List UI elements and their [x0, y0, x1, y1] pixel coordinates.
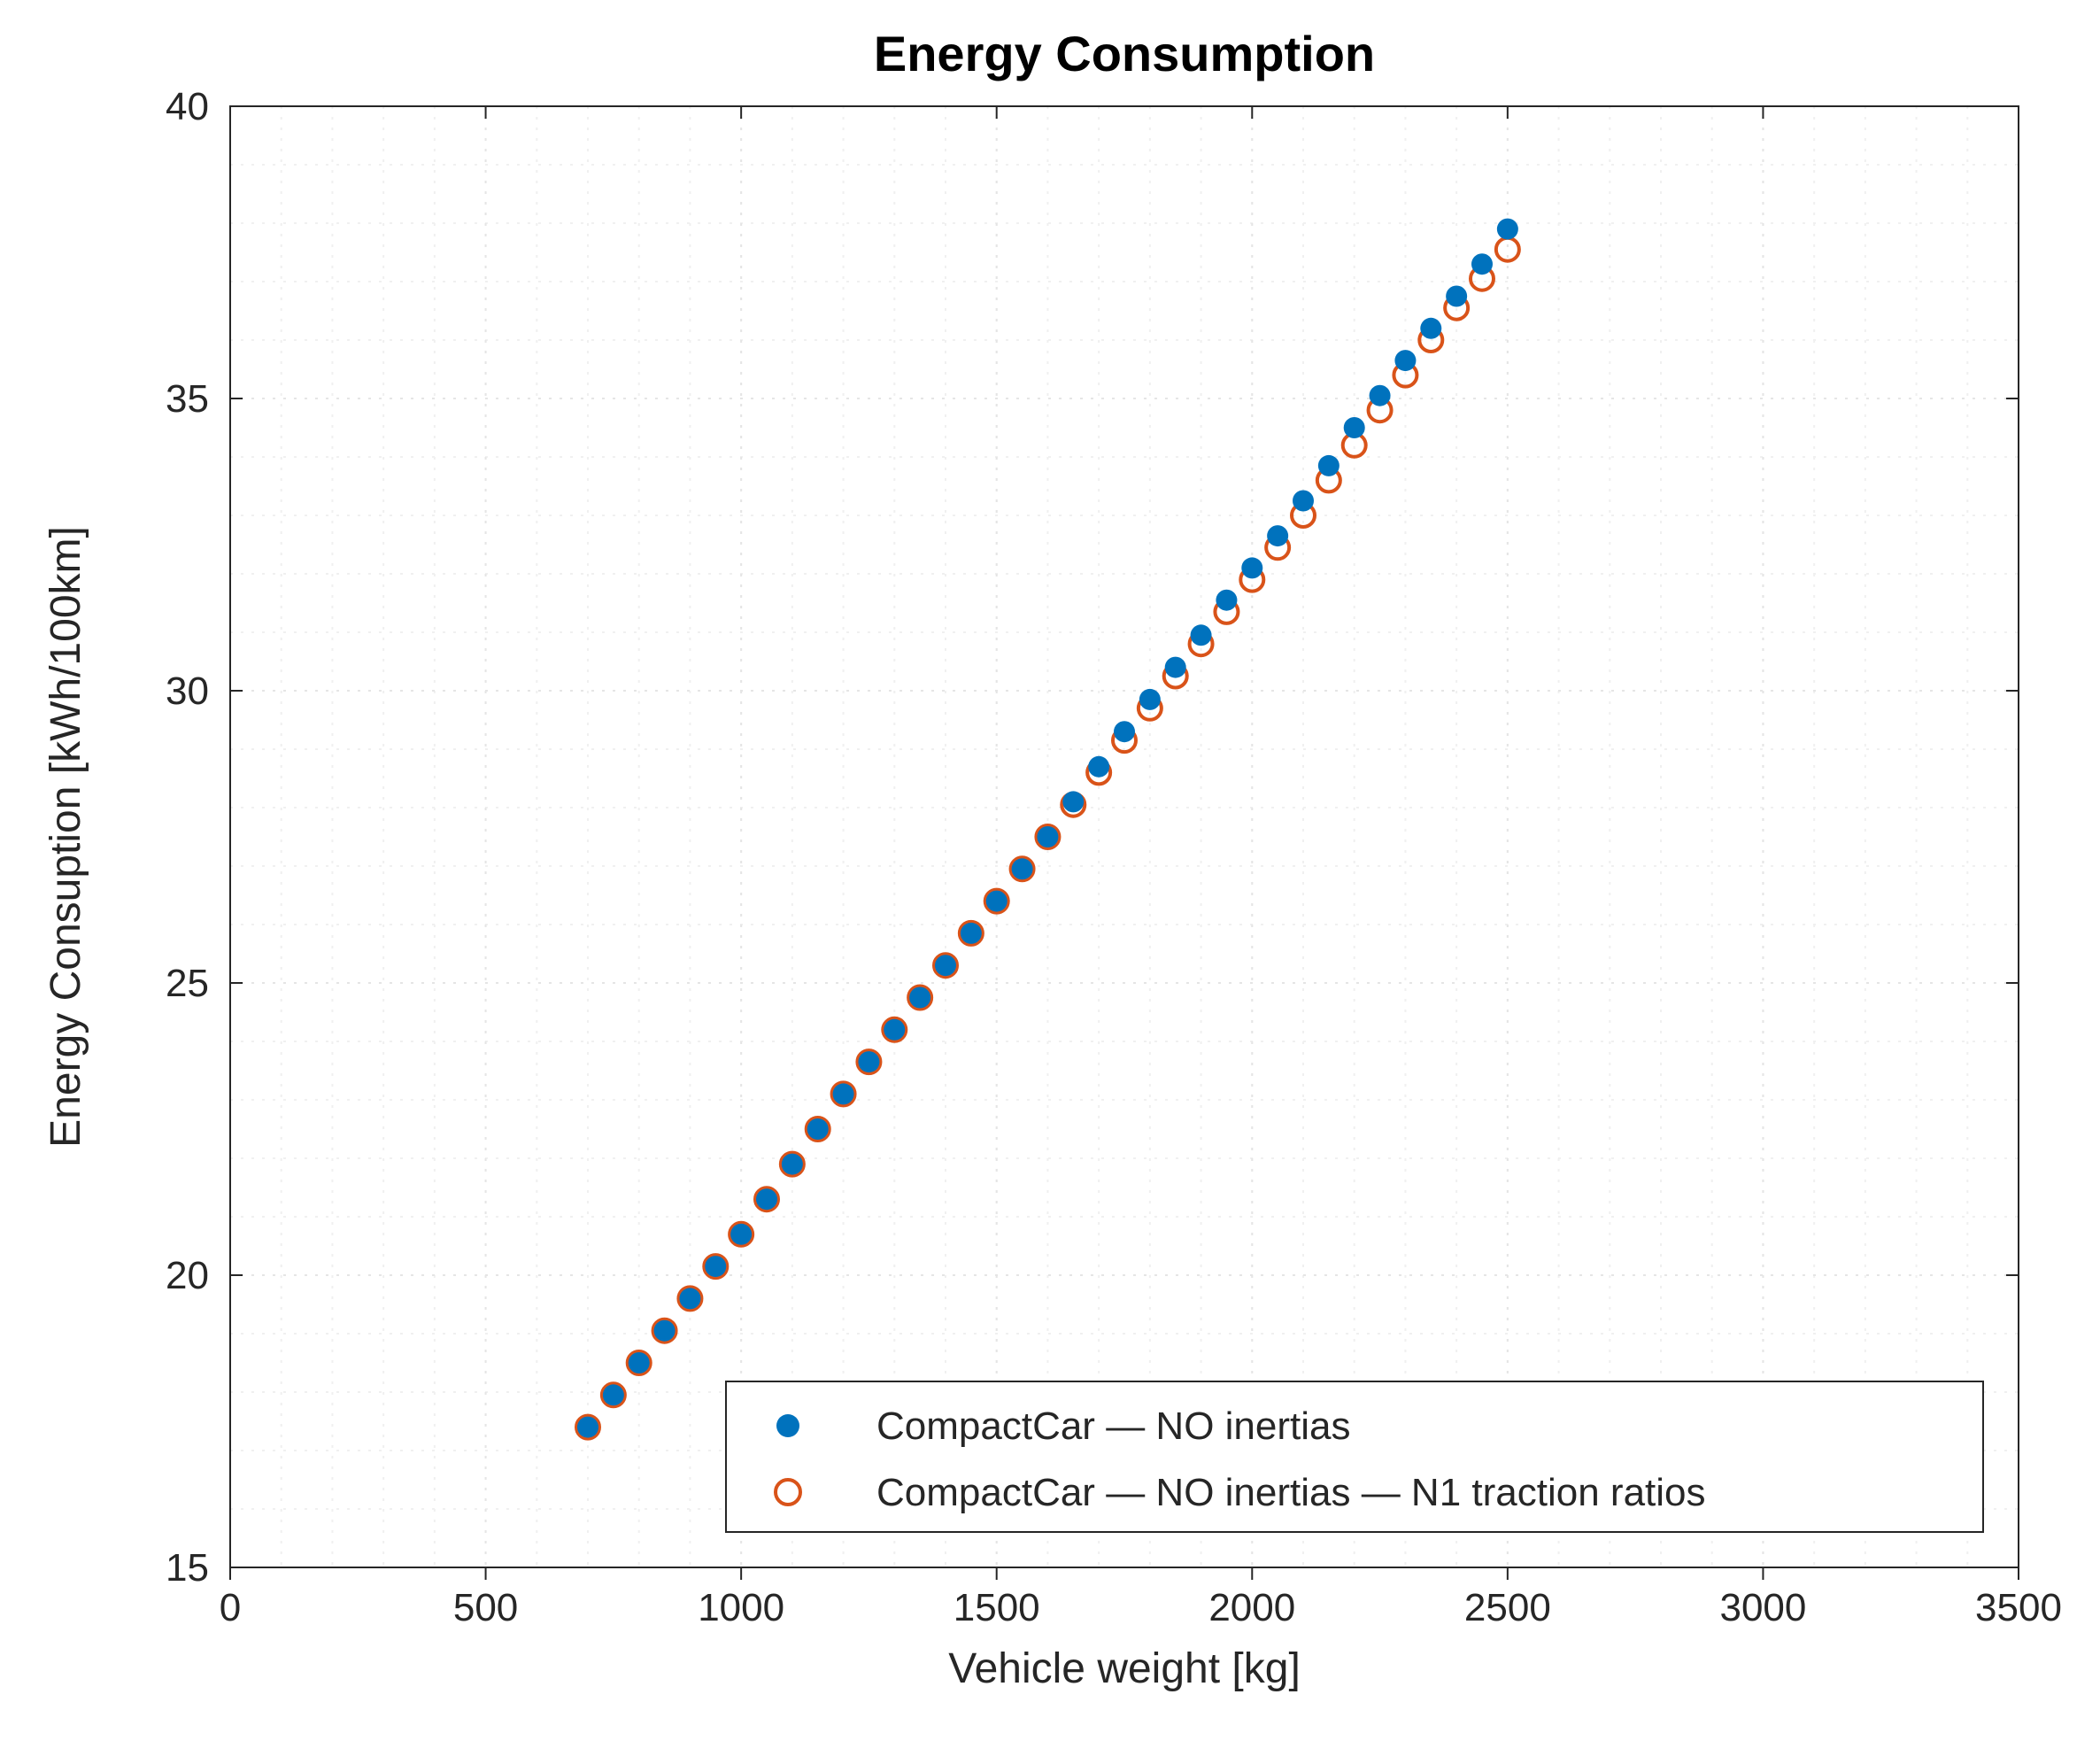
series-1-marker: [1318, 455, 1340, 476]
y-tick-label: 15: [166, 1546, 209, 1590]
series-1-marker: [1037, 826, 1058, 847]
y-axis-label: Energy Consuption [kWh/100km]: [42, 526, 89, 1148]
series-1-marker: [935, 955, 956, 976]
series-1-marker: [756, 1188, 777, 1210]
series-1-marker: [1216, 590, 1237, 611]
series-1-marker: [577, 1417, 598, 1438]
series-1-marker: [1114, 721, 1135, 742]
series-1-marker: [807, 1118, 829, 1140]
chart-svg: 0 500 1000 1500 2000 2500 3000 3500 15 20 25 30 35 40…: [0, 0, 2100, 1764]
series-1-marker: [1241, 557, 1262, 578]
series-1-marker: [1012, 858, 1033, 879]
series-1-marker: [782, 1154, 803, 1175]
x-tick-label: 500: [453, 1586, 518, 1629]
x-axis-label: Vehicle weight [kg]: [948, 1645, 1301, 1692]
series-1-marker: [833, 1083, 854, 1104]
series-1-marker: [1165, 657, 1186, 678]
series-1-marker: [1139, 689, 1161, 710]
y-tick-label: 30: [166, 669, 209, 713]
series-1-marker: [603, 1384, 624, 1405]
series-1-marker: [1420, 318, 1441, 339]
series-1-marker: [1267, 525, 1288, 546]
series-1-marker: [961, 923, 982, 944]
y-tick-label: 20: [166, 1254, 209, 1297]
legend-label: CompactCar — NO inertias: [876, 1404, 1350, 1448]
plot-area: [230, 106, 2019, 1567]
y-tick-label: 35: [166, 377, 209, 421]
x-tick-label: 3000: [1719, 1586, 1806, 1629]
x-tick-label: 1000: [698, 1586, 784, 1629]
y-tick-label: 25: [166, 962, 209, 1005]
series-1-marker: [986, 891, 1008, 912]
series-1-marker: [1293, 491, 1314, 512]
chart-container: 0 500 1000 1500 2000 2500 3000 3500 15 20 25 30 35 40…: [0, 0, 2100, 1764]
series-1-marker: [1062, 791, 1084, 812]
x-tick-label: 3500: [1975, 1586, 2062, 1629]
series-1-marker: [705, 1256, 726, 1277]
series-1-marker: [909, 987, 930, 1009]
series-1-marker: [1370, 385, 1391, 406]
x-tick-label: 2500: [1464, 1586, 1551, 1629]
y-tick-label: 40: [166, 85, 209, 128]
series-1-marker: [884, 1019, 905, 1041]
x-tick-label: 0: [220, 1586, 241, 1629]
series-1-marker: [858, 1051, 879, 1072]
series-1-marker: [730, 1224, 752, 1245]
series-1-marker: [1471, 253, 1493, 275]
series-1-marker: [1191, 624, 1212, 646]
series-1-marker: [679, 1288, 700, 1309]
series-1-marker: [1394, 350, 1416, 371]
legend-marker: [776, 1414, 799, 1437]
chart-title: Energy Consumption: [874, 26, 1375, 81]
legend-label: CompactCar — NO inertias — N1 traction r…: [876, 1471, 1706, 1514]
series-1-marker: [629, 1352, 650, 1373]
series-1-marker: [1446, 286, 1467, 307]
x-tick-label: 1500: [953, 1586, 1040, 1629]
x-tick-label: 2000: [1208, 1586, 1295, 1629]
series-1-marker: [654, 1320, 676, 1342]
series-1-marker: [1497, 219, 1518, 240]
series-1-marker: [1344, 417, 1365, 438]
series-1-marker: [1088, 756, 1109, 778]
legend: CompactCar — NO inertias CompactCar — NO …: [726, 1381, 1983, 1532]
